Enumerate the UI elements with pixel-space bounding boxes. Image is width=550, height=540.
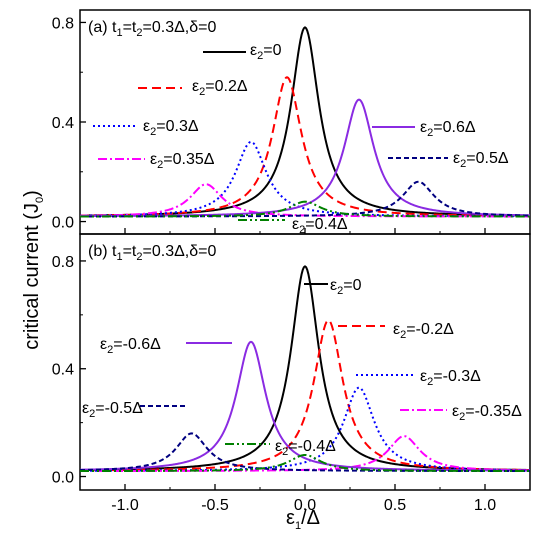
y-tick-label: 0.8 [52,254,74,271]
series-label: ε2=0.3Δ [143,118,199,138]
y-tick-label: 0.0 [52,215,74,232]
x-tick-label: 0.0 [294,497,316,514]
series-label: ε2=-0.35Δ [452,403,522,423]
x-tick-label: 0.5 [384,497,406,514]
series-label: ε2=0 [330,277,362,297]
y-tick-label: 0.4 [52,115,74,132]
series-line [80,200,530,218]
x-tick-label: 1.0 [474,497,496,514]
series-label: ε2=0.5Δ [453,150,509,170]
series-line [80,453,530,473]
panel-a: 0.0 0.4 0.8 (a) t1=t2=0.3Δ,δ=0 ε2=0ε2=0.2Δ ε2… [52,9,531,236]
y-tick-label: 0.4 [52,362,74,379]
series-line [80,140,530,218]
panel-title: (b) t1=t2=0.3Δ,δ=0 [88,243,216,263]
x-tick-label: -0.5 [201,497,229,514]
y-axis-label: critical current (J0) [21,190,46,350]
series-label: ε2=0.35Δ [150,151,215,171]
series-label: ε2=0.6Δ [420,119,476,139]
series-label: ε2=0 [250,42,282,62]
series-label: ε2=-0.3Δ [420,368,481,388]
panel-title: (a) t1=t2=0.3Δ,δ=0 [88,19,216,39]
y-tick-label: 0.0 [52,470,74,487]
panel-b: 0.0 0.4 0.8 -1.0 -0.5 0.0 0.5 1.0 (b) t1=t2=0.3Δ… [52,233,531,514]
series-label: ε2=-0.5Δ [82,400,143,420]
series-line [80,180,530,218]
series-label: ε2=-0.4Δ [275,438,336,458]
y-tick-label: 0.8 [52,15,74,32]
series-label: ε2=-0.2Δ [393,321,454,341]
x-axis-label: ε1/Δ [286,507,320,532]
series-line [80,76,530,217]
series-label: ε2=-0.6Δ [100,336,161,356]
series-line [80,432,530,473]
x-tick-label: -1.0 [111,497,139,514]
series-label: ε2=0.2Δ [192,78,248,98]
series-label: ε2=0.4Δ [292,216,348,236]
